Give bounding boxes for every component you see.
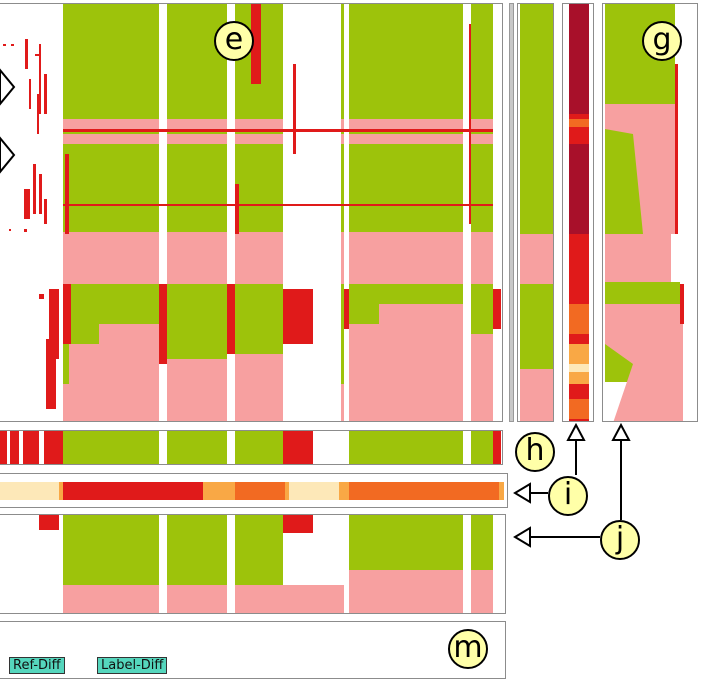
- chevron-right-icon[interactable]: [0, 60, 30, 260]
- row-heat-strip-i[interactable]: [0, 473, 508, 508]
- callout-j: j: [600, 520, 640, 560]
- matrix-graphic: [3, 4, 502, 421]
- callout-g: g: [642, 21, 682, 61]
- summary-column-graphic: [520, 4, 553, 421]
- callout-i: i: [548, 476, 588, 516]
- row-distribution-j[interactable]: [0, 514, 506, 614]
- control-panel-m[interactable]: [0, 621, 506, 679]
- summary-column-h[interactable]: [517, 3, 554, 422]
- matrix-panel-e[interactable]: e: [0, 3, 503, 422]
- callout-m: m: [448, 629, 488, 669]
- row-distribution-graphic: [39, 515, 493, 613]
- separator: [509, 3, 514, 422]
- heat-column-graphic: [569, 4, 589, 421]
- row-strip-graphic: [0, 431, 501, 464]
- row-heat-graphic: [0, 482, 504, 500]
- callout-h: h: [515, 432, 555, 472]
- callout-e: e: [214, 21, 254, 61]
- label-diff-button[interactable]: Label-Diff: [97, 657, 168, 674]
- heat-column-i[interactable]: [562, 3, 594, 422]
- ref-diff-button[interactable]: Ref-Diff: [9, 657, 65, 674]
- distribution-panel-g[interactable]: g: [602, 3, 698, 422]
- row-strip-h[interactable]: [0, 430, 503, 465]
